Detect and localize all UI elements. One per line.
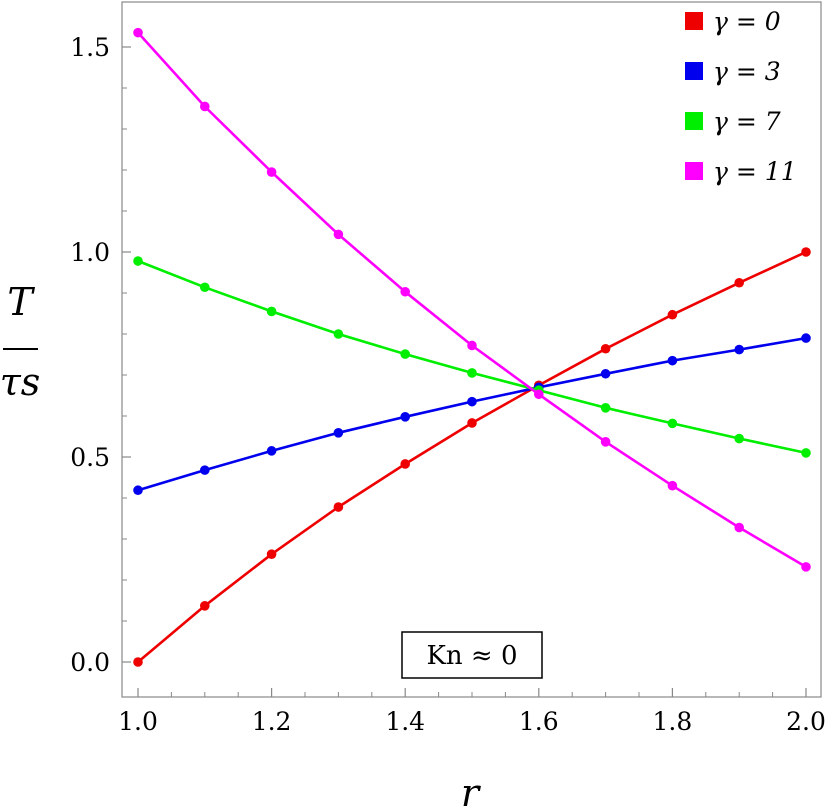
data-point xyxy=(400,412,411,422)
legend-swatch xyxy=(685,162,703,180)
x-axis: 1.0 1.2 1.4 1.6 1.8 2.0 xyxy=(118,688,826,736)
y-axis-label-denominator: τs xyxy=(0,360,40,404)
series-2 xyxy=(133,256,811,458)
data-point xyxy=(667,309,678,320)
data-point xyxy=(400,286,411,297)
series-3 xyxy=(133,27,811,572)
data-point xyxy=(801,448,811,458)
data-point xyxy=(467,396,477,407)
x-axis-label: r xyxy=(461,771,482,812)
data-point xyxy=(801,333,811,343)
y-axis: 0.0 0.5 1.0 1.5 xyxy=(70,33,131,677)
data-point xyxy=(801,247,811,257)
x-tick-label: 2.0 xyxy=(786,707,826,736)
legend-label: γ = 3 xyxy=(713,57,781,86)
data-point xyxy=(734,277,744,288)
legend-label: γ = 7 xyxy=(713,107,781,136)
data-point xyxy=(600,437,611,447)
data-point xyxy=(133,485,143,496)
data-point xyxy=(667,355,678,366)
y-axis-label-numerator: T xyxy=(7,280,35,324)
data-point xyxy=(467,340,477,351)
data-point xyxy=(600,343,611,354)
data-point xyxy=(133,657,143,667)
x-tick-label: 1.8 xyxy=(653,707,693,736)
data-point xyxy=(734,433,744,444)
y-tick-label: 0.0 xyxy=(70,648,110,677)
data-point xyxy=(600,403,611,413)
data-point xyxy=(133,27,143,38)
x-tick-label: 1.2 xyxy=(252,707,292,736)
data-point xyxy=(333,329,344,339)
data-point xyxy=(200,101,210,112)
data-point xyxy=(333,428,344,438)
data-point xyxy=(467,418,477,428)
data-point xyxy=(667,480,678,491)
data-point xyxy=(333,229,344,240)
y-axis-label: T τs xyxy=(0,280,40,404)
data-point xyxy=(400,349,411,359)
legend-label: γ = 11 xyxy=(713,157,797,186)
y-tick-label: 1.5 xyxy=(70,33,110,62)
data-point xyxy=(133,256,143,266)
series-line xyxy=(137,250,807,663)
y-tick-label: 1.0 xyxy=(70,238,110,267)
series-0 xyxy=(133,247,811,667)
annotation-label: Kn ≈ 0 xyxy=(426,641,517,671)
data-point xyxy=(734,522,744,533)
series-1 xyxy=(133,333,811,496)
data-point xyxy=(534,389,544,400)
data-point xyxy=(734,344,744,355)
series-line xyxy=(137,336,807,492)
data-point xyxy=(266,306,277,317)
x-tick-label: 1.0 xyxy=(118,707,158,736)
data-point xyxy=(266,549,277,559)
annotation-box: Kn ≈ 0 xyxy=(401,631,543,679)
x-tick-label: 1.6 xyxy=(519,707,559,736)
data-point xyxy=(600,368,611,379)
legend-swatch xyxy=(685,62,703,80)
legend-swatch xyxy=(685,112,703,130)
data-point xyxy=(400,459,411,469)
x-tick-label: 1.4 xyxy=(385,707,425,736)
data-point xyxy=(333,502,344,512)
data-point xyxy=(266,167,277,177)
data-point xyxy=(200,465,210,475)
legend-label: γ = 0 xyxy=(713,7,781,36)
series-layer xyxy=(133,27,811,667)
data-point xyxy=(266,446,277,456)
data-point xyxy=(200,601,210,611)
data-point xyxy=(200,282,210,293)
y-tick-label: 0.5 xyxy=(70,443,110,472)
data-point xyxy=(801,562,811,572)
legend: γ = 0 γ = 3 γ = 7 γ = 11 xyxy=(685,7,797,186)
data-point xyxy=(667,418,678,429)
data-point xyxy=(467,368,477,378)
legend-swatch xyxy=(685,12,703,30)
